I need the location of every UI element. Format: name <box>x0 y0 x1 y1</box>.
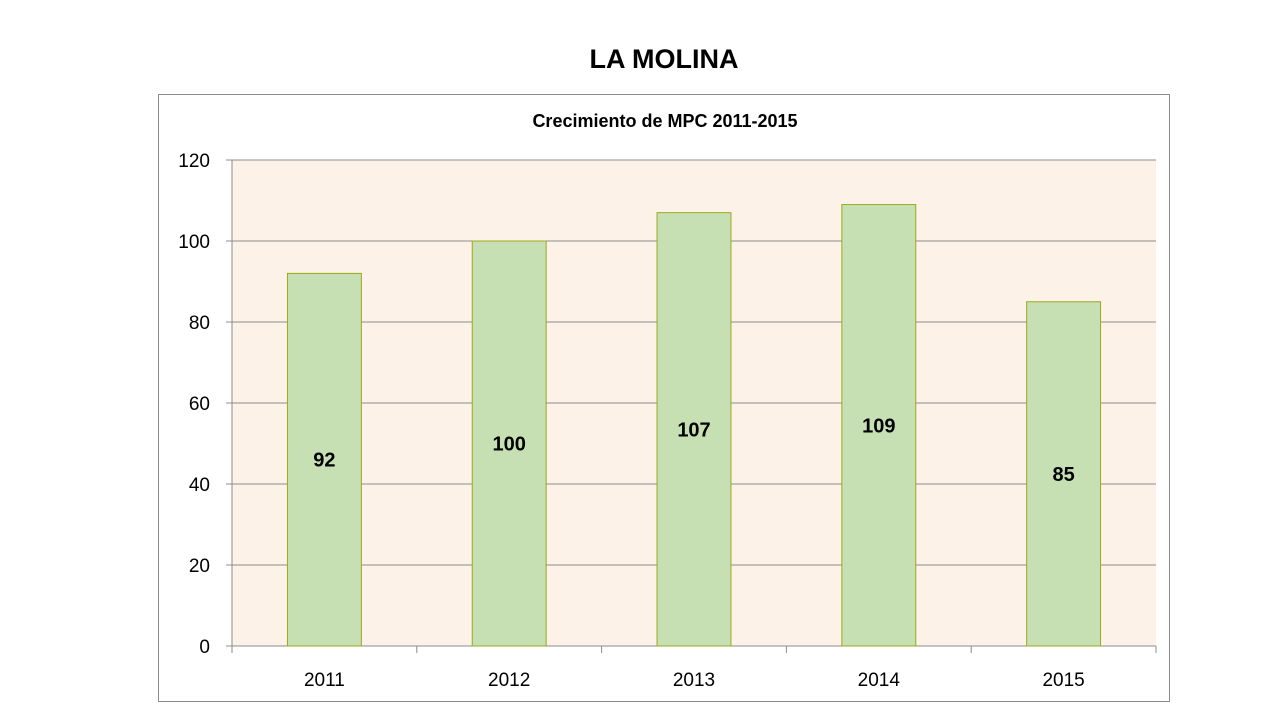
bar-2015 <box>1026 301 1102 647</box>
bar-2013 <box>656 212 732 647</box>
bar-chart: Crecimiento de MPC 2011-2015 0 20 40 60 80 10… <box>178 111 1157 691</box>
y-tick-label-120: 120 <box>178 151 210 172</box>
x-tick-label-2012: 2012 <box>488 670 530 691</box>
bar-2012 <box>471 240 547 647</box>
data-label-2012: 100 <box>493 434 526 456</box>
y-tick-label-80: 80 <box>189 313 210 334</box>
chart-title: Crecimiento de MPC 2011-2015 <box>532 111 797 131</box>
data-label-2011: 92 <box>313 450 335 472</box>
x-tick-label-2013: 2013 <box>673 670 715 691</box>
y-tick-label-60: 60 <box>189 394 210 415</box>
page-title: LA MOLINA <box>589 44 739 74</box>
y-tick-label-40: 40 <box>189 475 210 496</box>
plot-area: 0 20 40 60 80 100 120 92 2011 100 2012 107 2013 109 20… <box>178 151 1157 691</box>
x-tick-label-2015: 2015 <box>1042 670 1084 691</box>
data-label-2013: 107 <box>677 419 710 441</box>
y-tick-label-100: 100 <box>178 232 210 253</box>
y-tick-label-0: 0 <box>199 637 210 658</box>
x-tick-label-2011: 2011 <box>304 670 345 691</box>
bar-2011 <box>286 272 362 647</box>
data-label-2015: 85 <box>1052 464 1074 486</box>
data-label-2014: 109 <box>862 415 895 437</box>
bar-2014 <box>841 204 917 647</box>
y-tick-label-20: 20 <box>189 556 210 577</box>
chart-container: Crecimiento de MPC 2011-2015 0 20 40 60 80 10… <box>158 94 1170 702</box>
x-tick-label-2014: 2014 <box>858 670 901 691</box>
